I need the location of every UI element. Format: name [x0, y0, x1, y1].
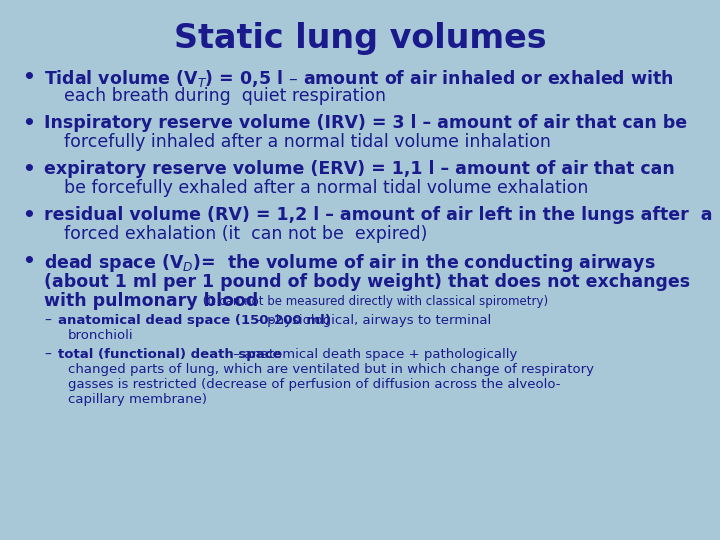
Text: forcefully inhaled after a normal tidal volume inhalation: forcefully inhaled after a normal tidal … — [64, 133, 551, 151]
Text: –: – — [44, 314, 51, 328]
Text: total (functional) death space: total (functional) death space — [58, 348, 282, 361]
Text: (it can not be measured directly with classical spirometry): (it can not be measured directly with cl… — [199, 295, 548, 308]
Text: Tidal volume (V$_T$) = 0,5 l – amount of air inhaled or exhaled with: Tidal volume (V$_T$) = 0,5 l – amount of… — [44, 68, 674, 89]
Text: –: – — [44, 348, 51, 362]
Text: – anatomical death space + pathologically: – anatomical death space + pathologicall… — [229, 348, 518, 361]
Text: be forcefully exhaled after a normal tidal volume exhalation: be forcefully exhaled after a normal tid… — [64, 179, 588, 197]
Text: anatomical dead space (150-200 ml): anatomical dead space (150-200 ml) — [58, 314, 331, 327]
Text: •: • — [22, 252, 35, 271]
Text: capillary membrane): capillary membrane) — [68, 393, 207, 406]
Text: •: • — [22, 206, 35, 225]
Text: Inspiratory reserve volume (IRV) = 3 l – amount of air that can be: Inspiratory reserve volume (IRV) = 3 l –… — [44, 114, 687, 132]
Text: dead space (V$_D$)=  the volume of air in the conducting airways: dead space (V$_D$)= the volume of air in… — [44, 252, 655, 274]
Text: with pulmonary blood: with pulmonary blood — [44, 292, 258, 310]
Text: residual volume (RV) = 1,2 l – amount of air left in the lungs after  a: residual volume (RV) = 1,2 l – amount of… — [44, 206, 713, 224]
Text: gasses is restricted (decrease of perfusion of diffusion across the alveolo-: gasses is restricted (decrease of perfus… — [68, 378, 560, 391]
Text: forced exhalation (it  can not be  expired): forced exhalation (it can not be expired… — [64, 225, 428, 243]
Text: each breath during  quiet respiration: each breath during quiet respiration — [64, 87, 386, 105]
Text: (about 1 ml per 1 pound of body weight) that does not exchanges: (about 1 ml per 1 pound of body weight) … — [44, 273, 690, 291]
Text: – physiological, airways to terminal: – physiological, airways to terminal — [252, 314, 491, 327]
Text: changed parts of lung, which are ventilated but in which change of respiratory: changed parts of lung, which are ventila… — [68, 363, 594, 376]
Text: expiratory reserve volume (ERV) = 1,1 l – amount of air that can: expiratory reserve volume (ERV) = 1,1 l … — [44, 160, 675, 178]
Text: •: • — [22, 114, 35, 133]
Text: bronchioli: bronchioli — [68, 329, 134, 342]
Text: •: • — [22, 160, 35, 179]
Text: Static lung volumes: Static lung volumes — [174, 22, 546, 55]
Text: •: • — [22, 68, 35, 87]
